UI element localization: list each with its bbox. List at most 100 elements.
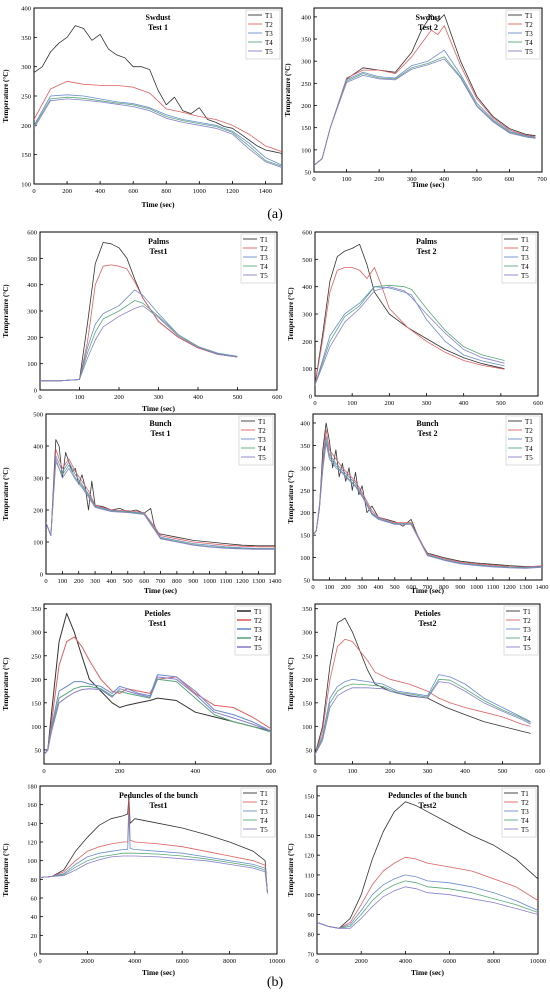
y-tick-label: 400 <box>300 420 310 427</box>
y-tick-label: 350 <box>21 35 31 42</box>
legend-label: T4 <box>525 39 533 47</box>
x-tick-label: 200 <box>74 578 84 585</box>
legend-label: T3 <box>260 254 268 262</box>
series-line-t2 <box>313 429 542 568</box>
x-tick-label: 400 <box>439 176 449 183</box>
y-tick-label: 100 <box>300 555 310 562</box>
legend-label: T3 <box>254 626 262 634</box>
y-tick-label: 0 <box>309 394 312 401</box>
y-tick-label: 250 <box>21 94 31 101</box>
series-line-t5 <box>315 286 505 386</box>
legend-label: T2 <box>254 617 262 625</box>
x-axis-label: Time (sec) <box>142 200 175 209</box>
chart-subtitle: Test 1 <box>148 23 168 32</box>
chart-swdust-test2: 0 100 200 300 400 500 600 700 50 100 150 200 250 300 3… <box>282 0 550 190</box>
y-tick-label: 140 <box>304 813 314 820</box>
chart-subtitle: Test2 <box>419 619 437 628</box>
y-tick-label: 300 <box>302 312 312 319</box>
y-tick-label: 200 <box>31 677 41 684</box>
series-line-t2 <box>44 636 271 755</box>
series-line-t2 <box>315 638 531 755</box>
y-tick-label: 160 <box>27 802 37 809</box>
legend-label: T1 <box>525 418 533 426</box>
x-tick-label: 800 <box>161 188 171 195</box>
x-tick-label: 1100 <box>220 578 233 585</box>
legend-label: T3 <box>260 808 268 816</box>
chart-subtitle: Test1 <box>150 247 168 256</box>
legend-box <box>505 415 541 466</box>
y-tick-label: 50 <box>304 578 311 585</box>
y-tick-label: 100 <box>304 892 314 899</box>
series-line-t2 <box>40 799 268 894</box>
legend-label: T4 <box>521 263 529 271</box>
legend-label: T3 <box>258 436 266 444</box>
y-tick-label: 50 <box>35 747 42 754</box>
series-line-t3 <box>40 813 268 894</box>
series-line-t4 <box>34 96 282 167</box>
y-tick-label: 400 <box>301 14 311 21</box>
chart-subtitle: Test 2 <box>418 429 438 438</box>
y-axis-label: Temperature (°C) <box>287 843 295 897</box>
series-group <box>315 243 505 386</box>
y-tick-label: 70 <box>308 952 315 959</box>
legend-box <box>240 233 276 284</box>
y-axis-label: Temperature (°C) <box>2 467 10 521</box>
series-line-t2 <box>46 448 275 548</box>
legend-label: T4 <box>521 817 529 825</box>
y-tick-label: 0 <box>34 952 37 959</box>
series-line-t4 <box>44 678 271 755</box>
x-tick-label: 0 <box>313 768 316 775</box>
legend-label: T1 <box>523 608 531 616</box>
chart-title: Bunch <box>149 419 172 428</box>
series-line-t3 <box>315 286 505 386</box>
x-tick-label: 2000 <box>355 958 368 965</box>
series-line-t1 <box>317 801 538 929</box>
x-tick-label: 600 <box>505 176 515 183</box>
y-tick-label: 140 <box>27 821 37 828</box>
y-tick-label: 300 <box>302 630 312 637</box>
x-tick-label: 10000 <box>530 958 546 965</box>
series-line-t3 <box>46 455 275 549</box>
chart-title: Palms <box>148 237 169 246</box>
chart-title: Peduncles of the bunch <box>388 791 467 800</box>
legend-label: T3 <box>525 436 533 444</box>
series-group <box>315 617 531 755</box>
legend-label: T2 <box>521 245 529 253</box>
chart-svg: 0 200 400 600 800 1000 1200 1400 100 150 200 250 300… <box>2 6 283 209</box>
chart-svg: 0 100 200 300 400 500 600 700 800 900 1000 1100 1200… <box>287 413 549 595</box>
chart-svg: 0 2000 4000 6000 8000 10000 0 20 40 60 80 100 120 140… <box>2 784 285 978</box>
x-tick-label: 1200 <box>226 188 239 195</box>
x-tick-label: 0 <box>44 578 47 585</box>
x-tick-label: 600 <box>533 400 543 407</box>
chart-subtitle: Test1 <box>150 801 168 810</box>
y-tick-label: 500 <box>27 256 37 263</box>
series-line-t4 <box>314 56 536 166</box>
legend-label: T4 <box>523 635 531 643</box>
legend-label: T1 <box>521 790 529 798</box>
series-line-t5 <box>40 305 238 382</box>
y-tick-label: 100 <box>301 147 311 154</box>
series-line-t2 <box>40 264 238 382</box>
legend-label: T2 <box>258 427 266 435</box>
y-tick-label: 100 <box>31 724 41 731</box>
chart-petioles-test1: 0 200 400 600 50 100 150 200 250 300 350 Temperatur… <box>0 596 285 778</box>
legend-label: T5 <box>523 644 531 652</box>
y-axis-label: Temperature (°C) <box>284 63 292 117</box>
series-group <box>44 612 271 755</box>
y-tick-label: 200 <box>302 677 312 684</box>
legend-label: T2 <box>525 21 533 29</box>
y-tick-label: 90 <box>308 912 315 919</box>
series-line-t3 <box>314 49 536 166</box>
chart-subtitle: Test2 <box>419 801 437 810</box>
y-axis-label: Temperature (°C) <box>2 657 10 711</box>
legend-label: T5 <box>525 48 533 56</box>
series-line-t5 <box>317 886 538 929</box>
x-tick-label: 800 <box>439 584 449 591</box>
chart-palms-test2: 0 100 200 300 400 500 600 0 100 200 300 400 500 600 Te… <box>285 222 550 414</box>
y-tick-label: 60 <box>31 896 38 903</box>
